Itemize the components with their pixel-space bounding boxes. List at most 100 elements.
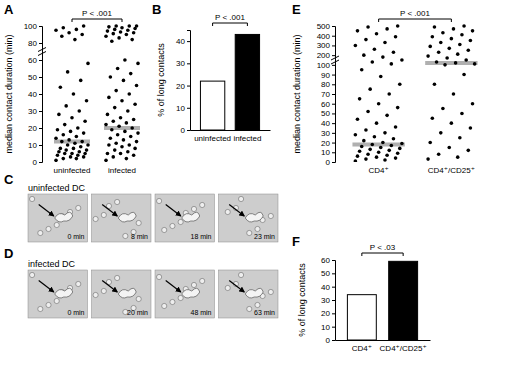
cell — [93, 292, 98, 297]
x-axis: uninfected infected — [54, 166, 136, 175]
data-point — [458, 136, 462, 140]
data-point — [454, 61, 458, 65]
y-tick: 30 — [28, 107, 42, 116]
data-point — [450, 121, 454, 125]
data-point — [79, 79, 83, 83]
data-point — [428, 45, 432, 49]
x-tick: CD4⁺ — [352, 344, 372, 353]
y-tick-mark — [332, 152, 335, 153]
data-point — [443, 63, 447, 67]
frame-time: 20 min — [127, 309, 148, 316]
y-tick-mark — [332, 84, 335, 85]
y-tick-label: 90 — [321, 71, 330, 80]
data-point — [127, 24, 131, 28]
x-tick: CD4⁺/CD25⁺ — [428, 166, 475, 175]
y-tick: 20 — [321, 139, 335, 148]
data-point — [370, 143, 374, 147]
data-point — [70, 152, 74, 156]
data-point — [458, 43, 462, 47]
y-tick-mark — [187, 86, 190, 87]
data-point — [366, 25, 370, 29]
data-point — [354, 44, 358, 48]
data-point — [362, 53, 366, 57]
cell — [76, 281, 81, 286]
data-point — [129, 135, 133, 139]
data-point — [385, 153, 389, 157]
data-point — [364, 157, 368, 161]
y-axis-title: % of long contacts — [297, 263, 307, 337]
data-point — [450, 37, 454, 41]
significance-bracket — [379, 19, 452, 22]
x-tick-label: CD4⁺ — [369, 166, 389, 175]
data-point — [379, 75, 383, 79]
axis-break — [38, 48, 46, 52]
p-value: P < .001 — [82, 9, 112, 18]
data-point — [381, 55, 385, 59]
data-point — [123, 130, 127, 134]
data-point — [111, 32, 115, 36]
data-point — [385, 27, 389, 31]
dendritic-cell — [118, 288, 136, 298]
y-tick-label: 500 — [317, 22, 331, 31]
data-point — [132, 153, 136, 157]
data-point — [387, 149, 391, 153]
data-point — [383, 158, 387, 162]
data-point — [375, 32, 379, 36]
data-point — [126, 28, 130, 32]
data-point — [381, 141, 385, 145]
y-tick-label: 60 — [28, 56, 37, 65]
y-tick-mark — [332, 260, 335, 261]
axis-break — [331, 56, 339, 60]
data-point — [75, 135, 79, 139]
data-point — [125, 157, 129, 161]
data-point — [119, 116, 123, 120]
y-tick-mark — [39, 162, 42, 163]
p-value: P < .001 — [400, 9, 430, 18]
y-tick-mark — [332, 313, 335, 314]
cell — [54, 222, 59, 227]
y-tick-label: 0 — [326, 336, 331, 345]
data-point — [360, 145, 364, 149]
data-point — [57, 150, 61, 154]
data-point — [123, 58, 127, 62]
x-tick: CD4⁺/CD25⁺ — [380, 344, 427, 353]
bar — [389, 261, 418, 340]
data-point — [392, 137, 396, 141]
data-point — [70, 116, 74, 120]
plot-area — [352, 24, 477, 162]
data-point — [469, 39, 473, 43]
cell — [157, 198, 162, 203]
data-point — [107, 96, 111, 100]
cell — [54, 298, 59, 303]
cell — [136, 296, 141, 301]
data-point — [133, 102, 137, 106]
data-point — [379, 146, 383, 150]
pointer-arrow — [229, 205, 244, 216]
data-point — [106, 29, 110, 33]
y-tick-label: 50 — [321, 109, 330, 118]
data-point — [126, 109, 130, 113]
cell — [46, 226, 51, 231]
data-point — [364, 38, 368, 42]
x-tick: uninfected — [54, 166, 91, 175]
data-point — [60, 34, 64, 38]
data-point — [394, 125, 398, 129]
bar — [235, 34, 259, 130]
dendritic-cell — [245, 212, 263, 222]
panel-letter: E — [292, 2, 301, 17]
cell — [115, 199, 120, 204]
significance-bracket — [362, 253, 403, 256]
data-point — [396, 24, 400, 28]
data-point — [368, 148, 372, 152]
data-point — [360, 68, 364, 72]
significance-bracket — [72, 19, 122, 22]
data-point — [72, 92, 76, 96]
frame-background — [219, 194, 279, 242]
bar — [200, 81, 224, 130]
x-tick: infected — [108, 166, 136, 175]
x-tick: CD4⁺ — [369, 166, 389, 175]
data-point — [110, 128, 114, 132]
data-point — [117, 125, 121, 129]
y-tick-mark — [332, 340, 335, 341]
data-point — [64, 104, 68, 108]
